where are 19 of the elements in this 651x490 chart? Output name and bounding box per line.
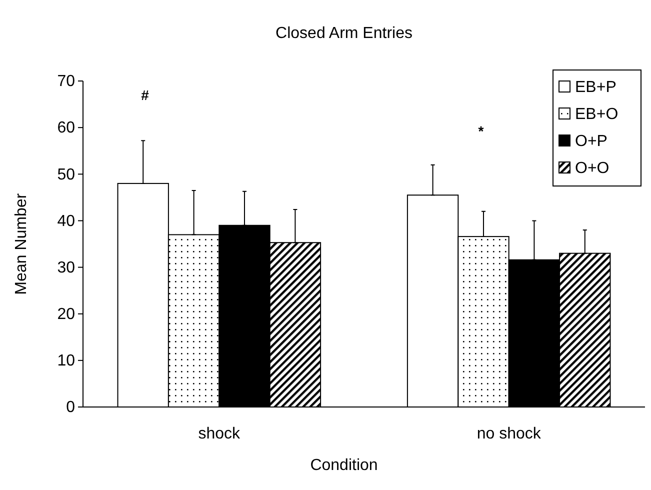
y-axis-title: Mean Number — [13, 192, 30, 295]
y-tick-label: 30 — [57, 259, 76, 276]
x-tick-label: no shock — [476, 425, 542, 442]
legend-label: O+P — [575, 133, 608, 150]
y-tick-label: 0 — [66, 399, 76, 416]
legend-label: EB+O — [575, 106, 618, 123]
y-tick-label: 50 — [57, 166, 76, 184]
legend-label: O+O — [575, 160, 610, 177]
annotation: # — [141, 87, 150, 103]
y-tick-label: 60 — [57, 120, 76, 137]
x-axis-title: Condition — [310, 457, 378, 474]
y-tick-label: 40 — [57, 212, 76, 230]
chart-title: Closed Arm Entries — [276, 25, 412, 42]
annotation: * — [478, 123, 484, 139]
y-tick-label: 70 — [57, 73, 76, 90]
y-tick-label: 10 — [57, 352, 76, 370]
x-tick-label: shock — [198, 425, 242, 442]
legend-label: EB+P — [575, 79, 616, 96]
y-tick-label: 20 — [57, 306, 76, 323]
